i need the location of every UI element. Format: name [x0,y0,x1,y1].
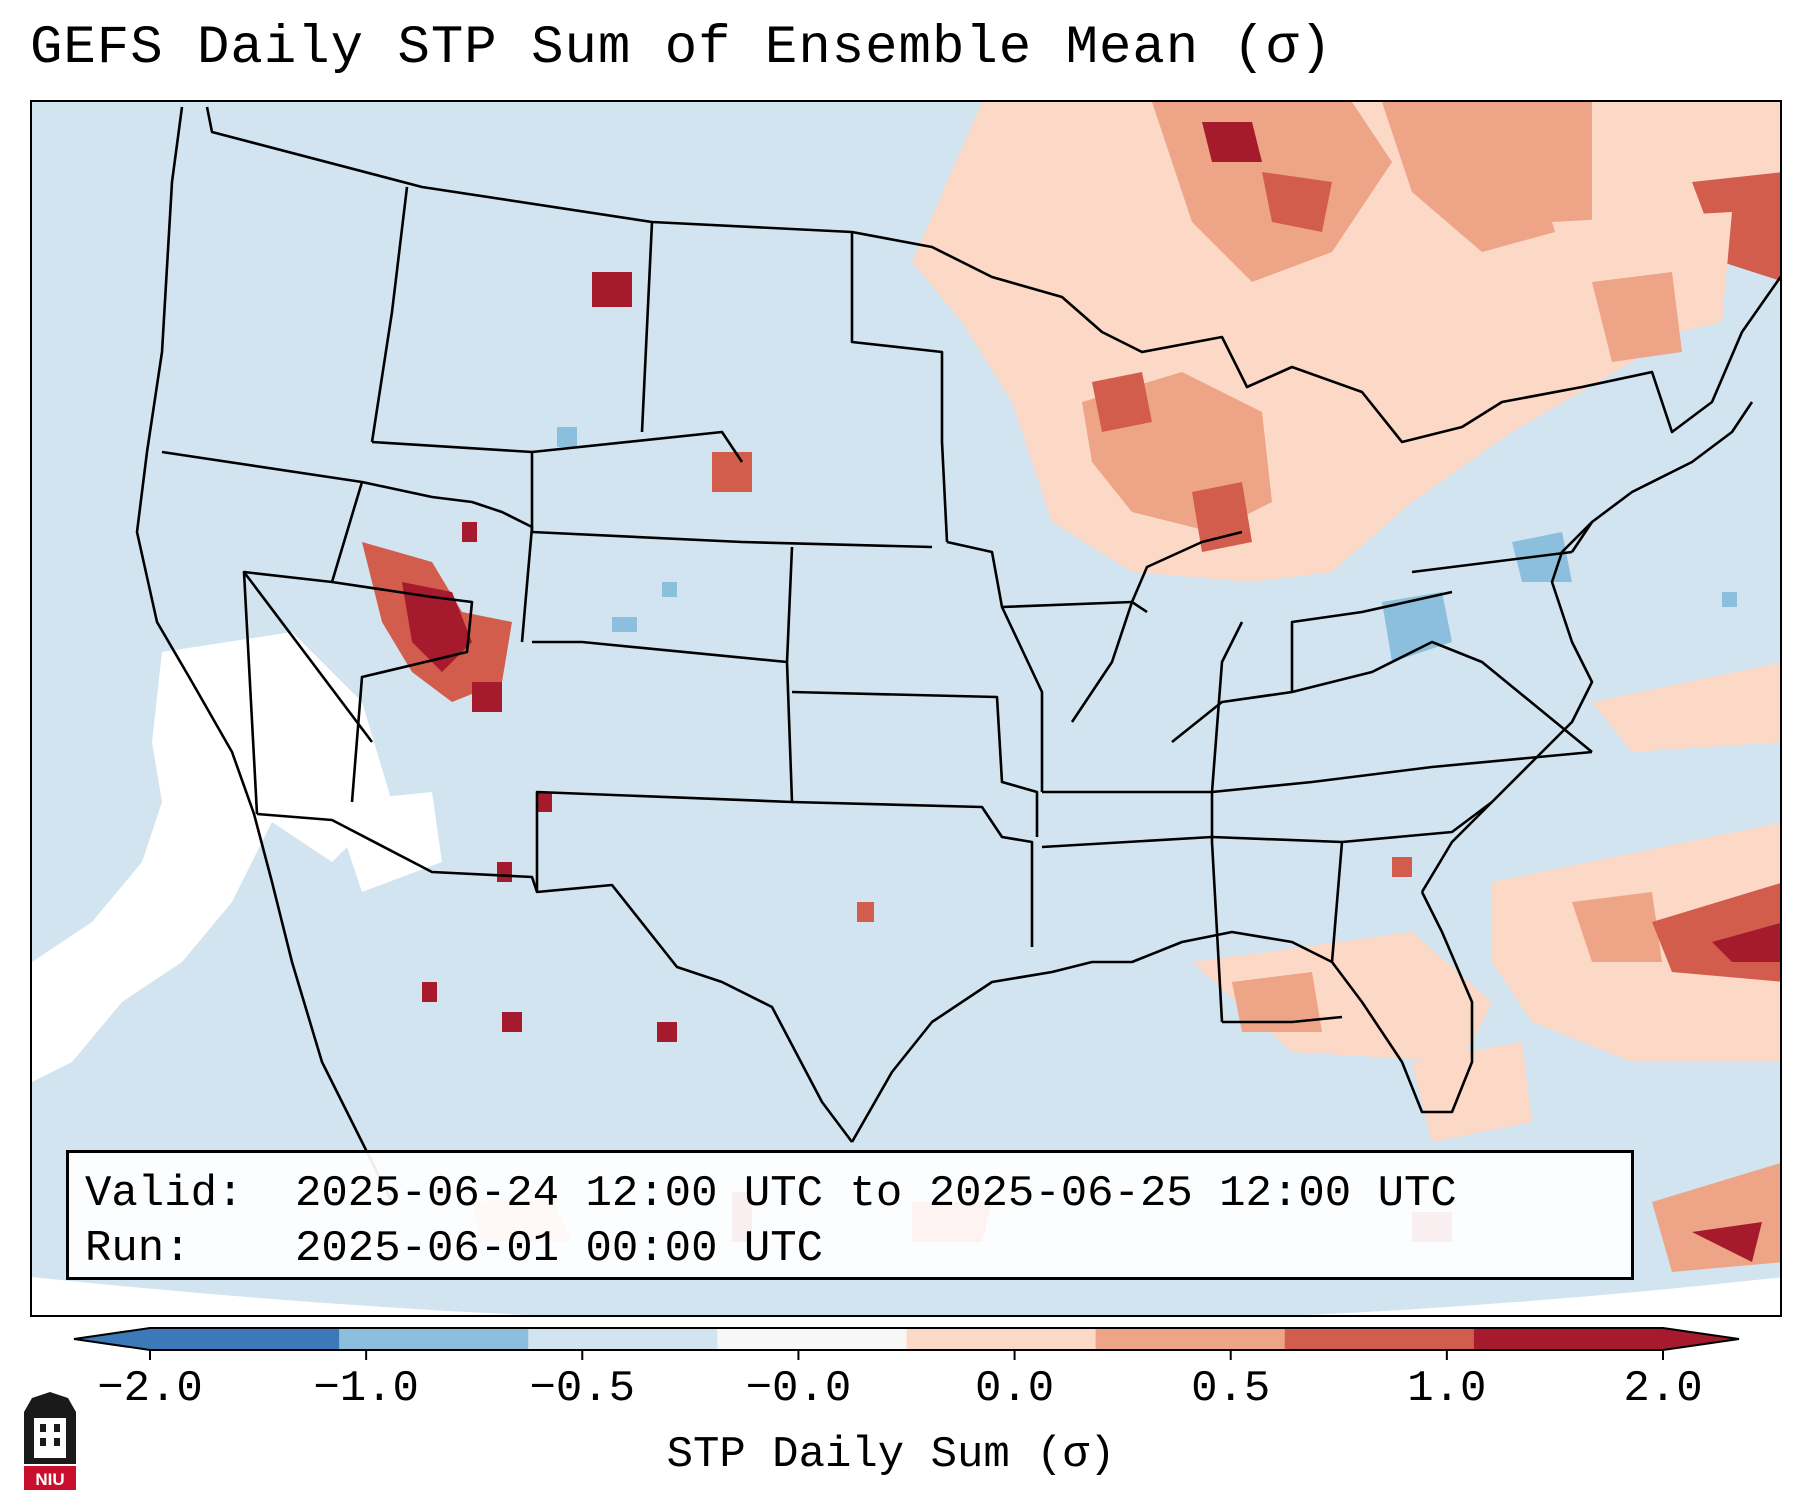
colorbar [73,1327,1740,1360]
map-panel[interactable] [30,100,1782,1317]
coastline-gulf [850,891,1474,1143]
run-value: 2025-06-01 00:00 UTC [295,1224,824,1274]
map-canvas [32,102,1780,1315]
niu-logo: NIU [24,1392,76,1490]
colorbar-segment [1095,1328,1286,1350]
colorbar-tick-label: −0.0 [745,1364,852,1414]
us-mexico-border [256,812,854,1143]
boundaries [135,106,1780,1203]
colorbar-segment [528,1328,718,1350]
colorbar-tick-label: 2.0 [1623,1364,1703,1414]
colorbar-segment [339,1328,529,1350]
coastline-atlantic [1420,401,1754,893]
colorbar-tick-label: 0.0 [974,1364,1055,1414]
logo-text: NIU [35,1470,64,1489]
chart-title: GEFS Daily STP Sum of Ensemble Mean (σ) [30,18,1333,79]
neutral-region-pacific [32,632,442,1082]
colorbar-tick-label: −0.5 [529,1364,636,1414]
valid-value: 2025-06-24 12:00 UTC to 2025-06-25 12:00… [295,1169,1457,1219]
coastline-pacific [135,106,394,1203]
colorbar-segment [1473,1328,1664,1350]
colorbar-extend-min [74,1328,150,1350]
colorbar-tick-label: −1.0 [313,1364,419,1414]
colorbar-segment [1284,1328,1475,1350]
colorbar-segment [150,1328,340,1350]
colorbar-segment [717,1328,907,1350]
colorbar-tick-label: −2.0 [97,1364,203,1414]
run-label: Run: [85,1224,191,1274]
anomaly-negative-midatlantic [1382,592,1452,662]
valid-run-info-box: Valid: 2025-06-24 12:00 UTC to 2025-06-25… [66,1150,1634,1280]
anomaly-fill [362,102,1780,1272]
valid-label: Valid: [85,1169,244,1219]
colorbar-tick-label: 0.5 [1191,1364,1271,1414]
colorbar-extend-max [1663,1328,1739,1350]
colorbar-tick-label: 1.0 [1407,1364,1487,1414]
us-canada-border [205,106,1780,444]
colorbar-segment [906,1328,1097,1350]
colorbar-label: STP Daily Sum (σ) [666,1430,1116,1480]
